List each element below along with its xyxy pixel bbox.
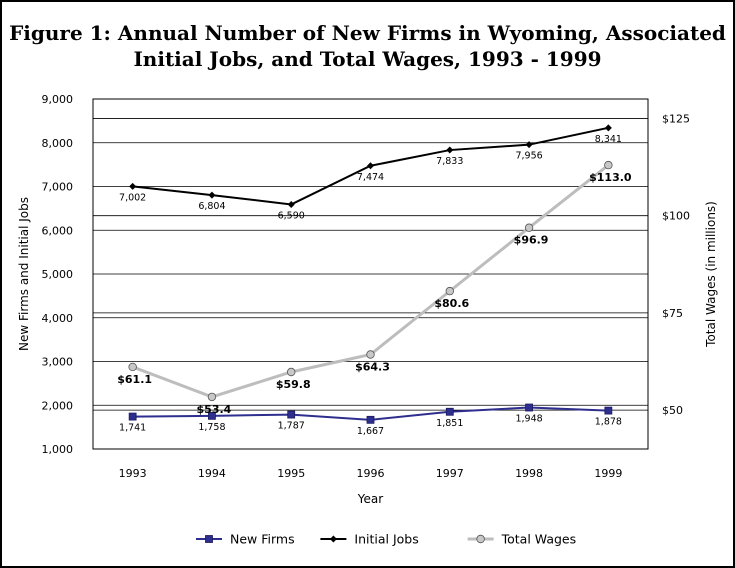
total-wages-data-label: $96.9 [514,234,549,247]
new-firms-point [128,412,137,421]
initial-jobs-data-label: 6,804 [198,201,225,212]
y-left-tick-label: 4,000 [42,312,74,325]
y-left-tick-label: 2,000 [42,399,74,412]
legend-initial-jobs-marker [329,535,337,543]
total-wages-point [287,367,296,377]
new-firms-point [445,407,454,416]
x-tick-label: 1994 [198,467,226,480]
new-firms-data-label: 1,878 [595,417,622,428]
x-tick-label: 1999 [594,467,622,480]
y-right-axis-title: Total Wages (in millions) [704,201,718,348]
new-firms-data-label: 1,851 [436,418,463,429]
initial-jobs-data-label: 7,002 [119,192,146,203]
y-left-axis-title: New Firms and Initial Jobs [17,197,31,351]
new-firms-data-label: 1,948 [515,414,542,425]
total-wages-point [207,392,217,402]
y-left-tick-label: 3,000 [42,356,74,369]
new-firms-point [366,415,375,424]
initial-jobs-point [446,146,454,154]
x-tick-label: 1997 [436,467,464,480]
y-left-tick-label: 9,000 [42,93,74,106]
chart-title-line-2: Initial Jobs, and Total Wages, 1993 - 19… [133,47,602,71]
y-left-tick-label: 1,000 [42,443,74,456]
new-firms-point [604,406,613,415]
y-right-tick-label: $125 [662,112,690,125]
legend-new-firms-marker [205,535,213,543]
legend-total-wages-marker [476,534,485,544]
initial-jobs-point [367,162,374,170]
x-tick-label: 1996 [357,467,385,480]
chart-title: Figure 1: Annual Number of New Firms in … [0,20,735,72]
y-right-tick-label: $50 [662,404,683,417]
total-wages-point [445,286,454,296]
legend-new-firms-label: New Firms [230,532,295,547]
x-tick-label: 1998 [515,467,543,480]
chart-title-line-1: Figure 1: Annual Number of New Firms in … [9,21,726,45]
y-left-tick-label: 6,000 [42,224,74,237]
x-tick-label: 1993 [119,467,147,480]
total-wages-data-label: $113.0 [589,171,632,184]
y-right-tick-label: $75 [662,307,683,320]
initial-jobs-point [129,182,137,190]
y-left-tick-label: 7,000 [42,181,74,194]
new-firms-point [525,403,533,412]
total-wages-point [524,223,534,232]
new-firms-data-label: 1,758 [198,422,225,433]
total-wages-data-label: $59.8 [276,378,311,391]
initial-jobs-data-label: 7,474 [357,172,384,183]
initial-jobs-data-label: 7,833 [436,156,463,167]
plot-area-border [92,98,649,450]
total-wages-point [366,350,375,359]
total-wages-point [604,160,613,170]
initial-jobs-point [604,124,612,132]
total-wages-data-label: $61.1 [117,373,152,386]
initial-jobs-point [208,191,216,199]
initial-jobs-point [287,200,295,208]
new-firms-data-label: 1,787 [278,421,305,432]
total-wages-data-label: $80.6 [434,297,469,310]
total-wages-data-label: $64.3 [355,361,390,374]
new-firms-point [208,411,216,420]
x-tick-label: 1995 [277,467,305,480]
initial-jobs-data-label: 8,341 [595,134,622,145]
initial-jobs-data-label: 7,956 [515,151,542,162]
y-left-tick-label: 8,000 [42,137,74,150]
legend-initial-jobs-label: Initial Jobs [354,532,418,547]
initial-jobs-data-label: 6,590 [278,210,305,221]
new-firms-data-label: 1,741 [119,423,146,434]
x-axis-title: Year [357,492,383,506]
total-wages-point [128,362,137,372]
initial-jobs-point [525,141,533,149]
legend-total-wages-label: Total Wages [501,532,577,547]
y-left-tick-label: 5,000 [42,268,74,281]
new-firms-point [287,410,296,419]
total-wages-data-label: $53.4 [197,403,232,416]
new-firms-data-label: 1,667 [357,426,384,437]
y-right-tick-label: $100 [662,210,690,223]
